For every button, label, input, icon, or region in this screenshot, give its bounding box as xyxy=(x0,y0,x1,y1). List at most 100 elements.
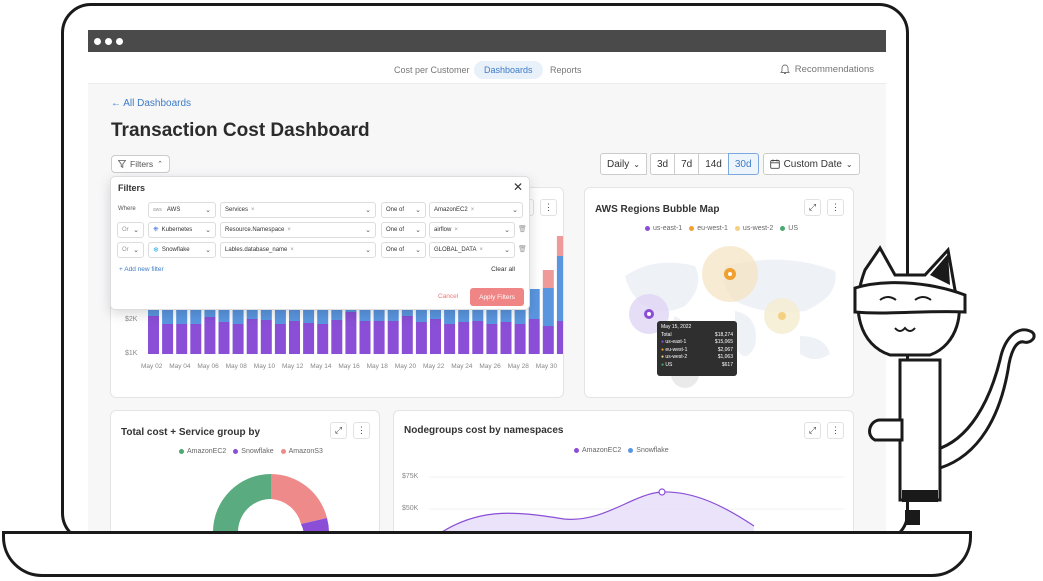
bar-segment-mid[interactable] xyxy=(331,303,343,320)
bar-segment-base[interactable] xyxy=(331,320,343,354)
bar-segment-mid[interactable] xyxy=(472,303,484,321)
bar-segment-base[interactable] xyxy=(514,324,526,354)
operator-select[interactable]: One of ⌄ xyxy=(381,222,426,238)
range-30d-button[interactable]: 30d xyxy=(727,153,759,175)
bar-segment-base[interactable] xyxy=(359,321,371,354)
back-to-dashboards-link[interactable]: ← All Dashboards xyxy=(111,98,192,109)
apply-filters-button[interactable]: Apply Filters xyxy=(470,288,524,306)
bar-segment-base[interactable] xyxy=(246,319,258,354)
range-7d-button[interactable]: 7d xyxy=(674,153,700,175)
bar-segment-base[interactable] xyxy=(444,324,456,354)
tab-dashboards[interactable]: Dashboards xyxy=(474,61,543,79)
bar-segment-base[interactable] xyxy=(176,324,188,354)
bar-segment-base[interactable] xyxy=(401,316,413,354)
field-select[interactable]: Resource.Namespace × ⌄ xyxy=(220,222,376,238)
granularity-select[interactable]: Daily ⌄ xyxy=(600,153,647,175)
field-select[interactable]: Lables.database_name × ⌄ xyxy=(220,242,376,258)
bar-segment-mid[interactable] xyxy=(486,300,498,324)
bar-segment-mid[interactable] xyxy=(458,303,470,322)
source-select[interactable]: ⎈ Kubernetes ⌄ xyxy=(148,222,216,238)
cancel-button[interactable]: Cancel xyxy=(438,293,459,300)
bar-segment-base[interactable] xyxy=(204,317,216,354)
remove-chip-icon[interactable]: × xyxy=(479,247,483,253)
bar-segment-base[interactable] xyxy=(218,322,230,354)
recommendations-link[interactable]: Recommendations xyxy=(779,64,874,75)
bar-segment-mid[interactable] xyxy=(232,303,244,324)
expand-icon[interactable]: ⤢ xyxy=(330,422,347,439)
bar-segment-base[interactable] xyxy=(260,320,272,354)
remove-chip-icon[interactable]: × xyxy=(251,207,255,213)
bar-segment-base[interactable] xyxy=(162,324,174,354)
tab-reports[interactable]: Reports xyxy=(550,65,582,75)
trash-icon[interactable]: 🗑 xyxy=(518,246,527,253)
source-select[interactable]: aws AWS ⌄ xyxy=(148,202,216,218)
bar-segment-base[interactable] xyxy=(317,324,329,354)
bar-segment-base[interactable] xyxy=(458,322,470,354)
value-select[interactable]: airflow × ⌄ xyxy=(429,222,515,238)
bar-segment-top[interactable] xyxy=(556,236,563,256)
bar-segment-mid[interactable] xyxy=(500,301,512,322)
bar-segment-base[interactable] xyxy=(303,323,315,354)
bar-segment-mid[interactable] xyxy=(373,302,385,321)
bar-segment-base[interactable] xyxy=(486,324,498,354)
source-select[interactable]: ❄ Snowflake ⌄ xyxy=(148,242,216,258)
bar-segment-mid[interactable] xyxy=(317,304,329,324)
bar-segment-mid[interactable] xyxy=(218,303,230,322)
range-3d-button[interactable]: 3d xyxy=(649,153,676,175)
filters-button[interactable]: Filters ⌃ xyxy=(111,155,171,173)
bar-segment-base[interactable] xyxy=(345,312,357,354)
bar-segment-mid[interactable] xyxy=(542,288,554,326)
bar-segment-mid[interactable] xyxy=(176,304,188,324)
field-select[interactable]: Services × ⌄ xyxy=(220,202,376,218)
bar-segment-top[interactable] xyxy=(542,270,554,288)
expand-icon[interactable]: ⤢ xyxy=(804,199,821,216)
donut-slice-amazonec2[interactable] xyxy=(213,474,271,532)
bar-segment-mid[interactable] xyxy=(444,302,456,324)
bar-segment-base[interactable] xyxy=(542,326,554,354)
bar-segment-base[interactable] xyxy=(430,319,441,354)
remove-chip-icon[interactable]: × xyxy=(454,227,458,233)
remove-chip-icon[interactable]: × xyxy=(290,247,294,253)
bar-segment-base[interactable] xyxy=(415,322,427,354)
bar-segment-base[interactable] xyxy=(289,321,300,354)
bar-segment-mid[interactable] xyxy=(415,302,427,322)
add-filter-link[interactable]: + Add new filter xyxy=(119,266,164,273)
bar-segment-mid[interactable] xyxy=(514,296,526,324)
bar-segment-base[interactable] xyxy=(232,324,244,354)
bar-segment-mid[interactable] xyxy=(359,303,371,321)
donut-slice-amazons3[interactable] xyxy=(271,474,327,524)
bar-segment-mid[interactable] xyxy=(556,256,563,321)
bar-segment-mid[interactable] xyxy=(204,303,216,317)
bar-segment-mid[interactable] xyxy=(246,301,258,319)
bar-segment-mid[interactable] xyxy=(274,304,286,324)
bar-segment-base[interactable] xyxy=(556,321,563,354)
conjunction-select[interactable]: Or ⌄ xyxy=(117,242,144,258)
bar-segment-mid[interactable] xyxy=(387,304,399,321)
bar-segment-base[interactable] xyxy=(148,316,159,354)
bar-segment-base[interactable] xyxy=(500,322,512,354)
bar-segment-mid[interactable] xyxy=(528,289,540,319)
operator-select[interactable]: One of ⌄ xyxy=(381,202,426,218)
bar-segment-mid[interactable] xyxy=(289,304,300,321)
bar-segment-base[interactable] xyxy=(387,321,399,354)
more-options-icon[interactable]: ⋮ xyxy=(353,422,370,439)
range-14d-button[interactable]: 14d xyxy=(698,153,729,175)
bar-segment-base[interactable] xyxy=(528,319,540,354)
more-options-icon[interactable]: ⋮ xyxy=(827,422,844,439)
bar-segment-mid[interactable] xyxy=(303,304,315,323)
value-select[interactable]: AmazonEC2 × ⌄ xyxy=(429,202,523,218)
tab-cost-per-customer[interactable]: Cost per Customer xyxy=(394,65,470,75)
conjunction-select[interactable]: Or ⌄ xyxy=(117,222,144,238)
donut-slice-snowflake[interactable] xyxy=(301,518,330,532)
trash-icon[interactable]: 🗑 xyxy=(518,226,527,233)
clear-all-link[interactable]: Clear all xyxy=(491,266,515,273)
value-select[interactable]: GLOBAL_DATA × ⌄ xyxy=(429,242,515,258)
more-options-icon[interactable]: ⋮ xyxy=(827,199,844,216)
bar-segment-base[interactable] xyxy=(274,324,286,354)
bar-segment-mid[interactable] xyxy=(430,301,441,319)
remove-chip-icon[interactable]: × xyxy=(470,207,475,213)
bar-segment-mid[interactable] xyxy=(260,304,272,320)
bar-segment-base[interactable] xyxy=(373,321,385,354)
bar-segment-mid[interactable] xyxy=(190,306,202,324)
remove-chip-icon[interactable]: × xyxy=(287,227,291,233)
